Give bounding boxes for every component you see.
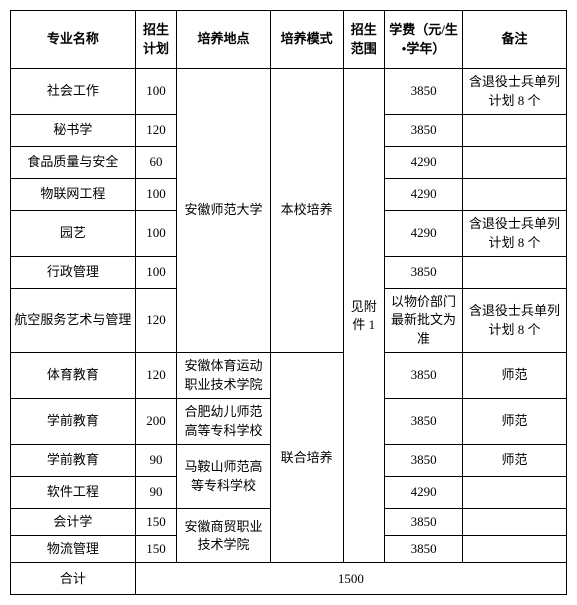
header-fee: 学费（元/生•学年）: [385, 11, 463, 69]
cell-name: 航空服务艺术与管理: [11, 289, 136, 353]
header-note: 备注: [463, 11, 567, 69]
cell-fee: 3850: [385, 536, 463, 563]
cell-fee: 3850: [385, 353, 463, 399]
total-label: 合计: [11, 563, 136, 595]
cell-fee: 以物价部门最新批文为准: [385, 289, 463, 353]
cell-plan: 120: [135, 115, 177, 147]
cell-fee: 3850: [385, 69, 463, 115]
cell-plan: 100: [135, 211, 177, 257]
cell-plan: 90: [135, 445, 177, 477]
cell-mode: 联合培养: [270, 353, 343, 563]
cell-plan: 100: [135, 179, 177, 211]
header-row: 专业名称 招生计划 培养地点 培养模式 招生范围 学费（元/生•学年） 备注: [11, 11, 567, 69]
cell-name: 秘书学: [11, 115, 136, 147]
cell-note: [463, 536, 567, 563]
cell-name: 物联网工程: [11, 179, 136, 211]
cell-name: 会计学: [11, 509, 136, 536]
cell-fee: 4290: [385, 179, 463, 211]
table-row: 体育教育 120 安徽体育运动职业技术学院 联合培养 3850 师范: [11, 353, 567, 399]
cell-note: 师范: [463, 445, 567, 477]
cell-scope: 见附件 1: [343, 69, 385, 563]
cell-note: [463, 477, 567, 509]
cell-plan: 150: [135, 536, 177, 563]
cell-note: [463, 115, 567, 147]
cell-plan: 90: [135, 477, 177, 509]
table-row: 社会工作 100 安徽师范大学 本校培养 见附件 1 3850 含退役士兵单列计…: [11, 69, 567, 115]
cell-name: 食品质量与安全: [11, 147, 136, 179]
header-loc: 培养地点: [177, 11, 271, 69]
cell-plan: 150: [135, 509, 177, 536]
cell-name: 社会工作: [11, 69, 136, 115]
cell-name: 体育教育: [11, 353, 136, 399]
cell-plan: 100: [135, 257, 177, 289]
cell-plan: 120: [135, 353, 177, 399]
cell-fee: 3850: [385, 509, 463, 536]
cell-fee: 4290: [385, 477, 463, 509]
cell-note: 含退役士兵单列计划 8 个: [463, 69, 567, 115]
cell-name: 行政管理: [11, 257, 136, 289]
cell-loc: 安徽体育运动职业技术学院: [177, 353, 271, 399]
cell-fee: 3850: [385, 257, 463, 289]
cell-note: [463, 509, 567, 536]
cell-loc: 合肥幼儿师范高等专科学校: [177, 399, 271, 445]
cell-loc: 安徽商贸职业技术学院: [177, 509, 271, 563]
cell-note: 师范: [463, 353, 567, 399]
total-value: 1500: [135, 563, 566, 595]
cell-note: [463, 179, 567, 211]
cell-mode: 本校培养: [270, 69, 343, 353]
cell-name: 物流管理: [11, 536, 136, 563]
cell-name: 软件工程: [11, 477, 136, 509]
cell-name: 学前教育: [11, 399, 136, 445]
cell-name: 学前教育: [11, 445, 136, 477]
total-row: 合计 1500: [11, 563, 567, 595]
cell-note: 师范: [463, 399, 567, 445]
cell-fee: 3850: [385, 399, 463, 445]
cell-plan: 100: [135, 69, 177, 115]
cell-note: [463, 147, 567, 179]
enrollment-table: 专业名称 招生计划 培养地点 培养模式 招生范围 学费（元/生•学年） 备注 社…: [10, 10, 567, 595]
header-mode: 培养模式: [270, 11, 343, 69]
cell-loc: 安徽师范大学: [177, 69, 271, 353]
cell-loc: 马鞍山师范高等专科学校: [177, 445, 271, 509]
header-name: 专业名称: [11, 11, 136, 69]
cell-fee: 3850: [385, 115, 463, 147]
header-plan: 招生计划: [135, 11, 177, 69]
cell-note: [463, 257, 567, 289]
cell-fee: 4290: [385, 211, 463, 257]
cell-plan: 120: [135, 289, 177, 353]
cell-note: 含退役士兵单列计划 8 个: [463, 289, 567, 353]
cell-fee: 4290: [385, 147, 463, 179]
header-scope: 招生范围: [343, 11, 385, 69]
cell-plan: 200: [135, 399, 177, 445]
cell-name: 园艺: [11, 211, 136, 257]
cell-fee: 3850: [385, 445, 463, 477]
cell-note: 含退役士兵单列计划 8 个: [463, 211, 567, 257]
cell-plan: 60: [135, 147, 177, 179]
